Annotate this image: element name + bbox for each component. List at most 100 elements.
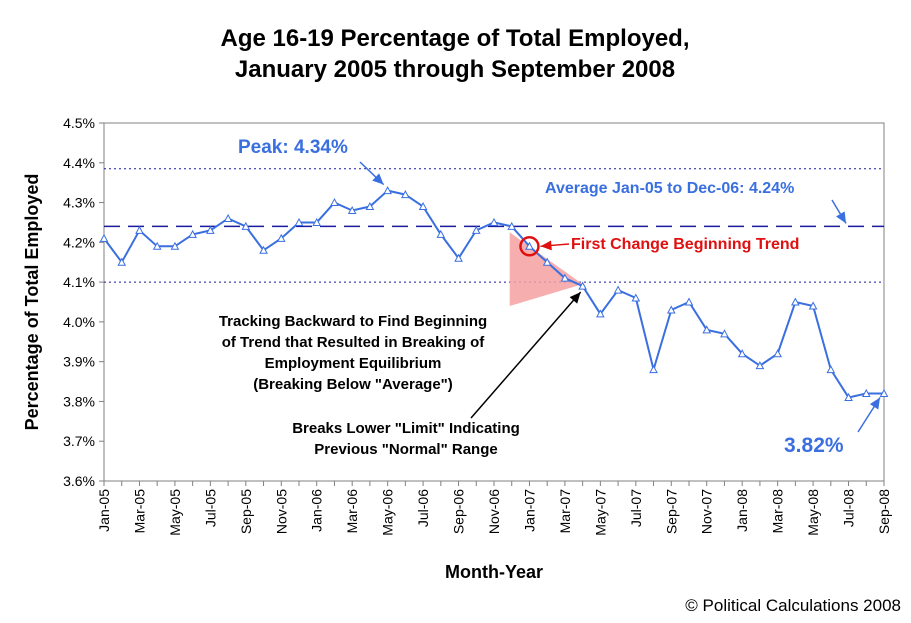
data-point <box>861 388 871 397</box>
data-point <box>791 297 800 306</box>
data-point <box>294 217 304 226</box>
average-arrow-head <box>836 211 846 224</box>
data-point <box>418 201 428 211</box>
data-point <box>631 293 641 302</box>
data-point <box>613 285 623 294</box>
x-tick-label: Sep-08 <box>876 489 892 534</box>
data-point <box>560 273 570 282</box>
data-point <box>454 253 463 262</box>
y-tick-label: 4.4% <box>63 155 95 171</box>
y-tick-label: 4.5% <box>63 115 95 131</box>
data-point <box>401 190 410 199</box>
data-point <box>99 233 109 242</box>
plot-area <box>103 122 885 482</box>
x-tick-label: Jul-07 <box>628 489 644 527</box>
data-point <box>117 257 127 266</box>
y-tick-label: 3.9% <box>63 354 95 370</box>
data-point <box>259 245 268 254</box>
x-tick-label: Nov-06 <box>486 489 502 534</box>
tracking-annotation: Tracking Backward to Find Beginning of Tr… <box>219 313 487 393</box>
x-tick-label: Mar-07 <box>557 489 573 534</box>
breaks-arrow-head <box>569 292 581 304</box>
data-point <box>702 325 712 334</box>
breaks-arrow <box>470 291 582 419</box>
x-tick-label: May-08 <box>805 489 821 536</box>
data-point <box>241 221 251 230</box>
x-tick-label: Sep-06 <box>451 489 467 534</box>
data-point <box>312 217 322 226</box>
peak-annotation: Peak: 4.34% <box>238 137 348 158</box>
x-tick-label: Sep-07 <box>663 489 679 534</box>
data-point <box>170 241 180 250</box>
data-point <box>773 349 782 358</box>
trend-highlight-wedge <box>509 232 583 306</box>
data-point <box>436 229 446 238</box>
data-point <box>542 257 552 266</box>
y-tick-label: 4.3% <box>63 195 95 211</box>
x-tick-label: Jan-05 <box>96 489 112 532</box>
data-point <box>223 213 233 222</box>
x-tick-label: Nov-07 <box>699 489 715 534</box>
y-tick-label: 4.1% <box>63 274 95 290</box>
x-tick-label: Mar-08 <box>770 489 786 534</box>
reference-lines <box>104 168 884 283</box>
data-point <box>365 201 375 211</box>
y-tick-label: 4.2% <box>63 234 95 250</box>
tracking-annotation-line: Tracking Backward to Find Beginning <box>219 313 487 330</box>
data-point <box>276 233 286 242</box>
data-point <box>596 309 605 318</box>
copyright-text: © Political Calculations 2008 <box>685 596 901 615</box>
x-tick-label: Mar-05 <box>131 489 147 534</box>
breaks-annotation-line: Previous "Normal" Range <box>314 441 497 458</box>
x-tick-label: Nov-05 <box>273 489 289 534</box>
x-tick-label: Jul-05 <box>202 489 218 527</box>
x-tick-label: Sep-05 <box>238 489 254 534</box>
x-tick-label: Jul-06 <box>415 489 431 527</box>
data-point <box>684 297 694 306</box>
last-value-arrow-head <box>869 397 880 410</box>
x-axis-ticks: Jan-05 Mar-05 May-05 Jul-05 Sep-05 Nov-05 Jan-… <box>96 489 892 536</box>
average-annotation: Average Jan-05 to Dec-06: 4.24% <box>545 180 794 197</box>
data-point <box>808 301 818 310</box>
data-point <box>507 221 517 230</box>
x-tick-label: Jan-08 <box>734 489 750 532</box>
tracking-annotation-line: Employment Equilibrium <box>265 355 442 372</box>
data-points <box>99 186 889 401</box>
data-point <box>489 217 499 226</box>
data-point <box>666 305 676 314</box>
last-value-annotation: 3.82% <box>784 434 844 457</box>
breaks-annotation: Breaks Lower "Limit" Indicating Previous … <box>292 420 520 458</box>
data-point <box>578 281 587 290</box>
y-tick-label: 3.8% <box>63 393 95 409</box>
data-point <box>720 329 729 338</box>
y-axis-label: Percentage of Total Employed <box>22 174 42 431</box>
y-axis-ticks: 3.6% 3.7% 3.8% 3.9% 4.0% 4.1% 4.2% 4.3% 4.4% 4.5% <box>63 115 95 489</box>
data-point <box>188 229 197 238</box>
data-point <box>135 225 144 234</box>
x-tick-label: Jan-07 <box>521 489 537 532</box>
data-point <box>152 241 162 250</box>
tracking-annotation-line: of Trend that Resulted in Breaking of <box>222 334 486 351</box>
data-point <box>649 365 658 374</box>
first-change-annotation: First Change Beginning Trend <box>571 236 799 253</box>
x-tick-label: May-06 <box>380 489 396 536</box>
data-point <box>206 225 215 234</box>
x-tick-label: Mar-06 <box>344 489 360 534</box>
data-point <box>347 205 357 215</box>
data-point <box>525 241 534 250</box>
y-tick-marks <box>99 122 104 482</box>
x-tick-label: May-07 <box>592 489 608 536</box>
breaks-annotation-line: Breaks Lower "Limit" Indicating <box>292 420 520 437</box>
data-point <box>844 392 853 401</box>
data-point <box>737 349 747 358</box>
x-axis-label: Month-Year <box>445 562 543 582</box>
x-tick-marks <box>103 481 885 486</box>
data-point <box>330 198 339 207</box>
y-tick-label: 4.0% <box>63 314 95 330</box>
first-change-marker <box>519 236 540 257</box>
chart-title-line: January 2005 through September 2008 <box>235 56 675 83</box>
annotation-arrows <box>359 161 881 433</box>
x-tick-label: Jan-06 <box>309 489 325 532</box>
x-tick-label: May-05 <box>167 489 183 536</box>
